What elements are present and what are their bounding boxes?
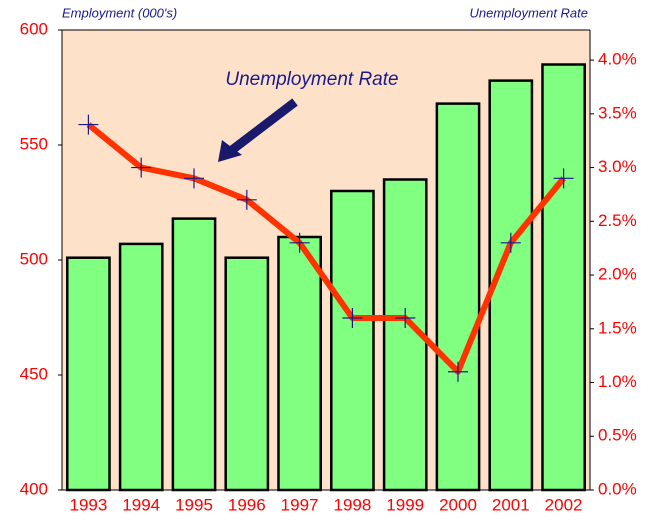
y2-tick-label: 0.0% (598, 479, 637, 498)
x-tick-label: 1998 (333, 495, 371, 514)
y-tick-label: 550 (20, 134, 48, 153)
marker (78, 114, 99, 135)
x-tick-label: 1999 (386, 495, 424, 514)
x-tick-label: 1994 (122, 495, 160, 514)
x-tick-label: 2001 (492, 495, 530, 514)
y2-tick-label: 3.5% (598, 103, 637, 122)
y2-tick-label: 4.0% (598, 50, 637, 69)
bar (435, 102, 481, 492)
marker (553, 168, 574, 189)
x-tick-label: 2000 (439, 495, 477, 514)
bar (171, 217, 217, 492)
x-tick-label: 1997 (281, 495, 319, 514)
marker (500, 232, 521, 253)
marker (289, 232, 310, 253)
bar (330, 189, 375, 492)
y-tick-label: 500 (20, 249, 48, 268)
y2-tick-label: 1.5% (598, 318, 637, 337)
bar (118, 242, 164, 492)
annotation-arrow (218, 98, 298, 162)
y2-tick-label: 3.0% (598, 157, 637, 176)
marker (448, 361, 468, 382)
y-axis-title: Employment (000's) (62, 5, 177, 20)
marker (236, 189, 257, 210)
x-tick-label: 2002 (545, 495, 583, 514)
x-tick-label: 1993 (69, 495, 107, 514)
y2-axis-title: Unemployment Rate (470, 5, 589, 20)
bar (66, 256, 111, 492)
x-tick-label: 1996 (228, 495, 266, 514)
bar (488, 79, 534, 492)
bar (541, 63, 586, 492)
y2-tick-label: 1.0% (598, 372, 637, 391)
y-tick-label: 600 (20, 19, 48, 38)
y-tick-label: 450 (20, 364, 48, 383)
marker (131, 157, 152, 178)
x-tick-label: 1995 (175, 495, 213, 514)
marker (342, 308, 363, 329)
marker (184, 168, 204, 189)
line (86, 122, 566, 375)
annotation: Unemployment Rate (225, 69, 398, 90)
y2-tick-label: 2.0% (598, 265, 637, 284)
bar (277, 235, 322, 492)
y-tick-label: 400 (20, 479, 48, 498)
y2-tick-label: 0.5% (598, 426, 637, 445)
y2-tick-label: 2.5% (598, 211, 637, 230)
bar (224, 256, 270, 492)
marker (395, 308, 416, 329)
